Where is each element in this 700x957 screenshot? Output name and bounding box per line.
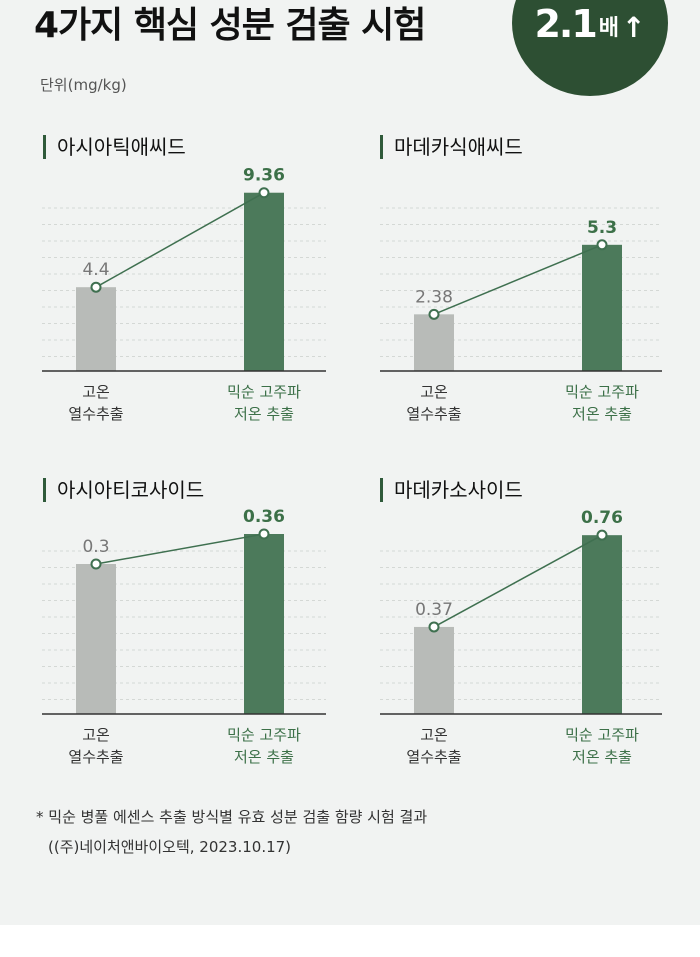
page-title: 4가지 핵심 성분 검출 시험 — [34, 5, 426, 46]
unit-label: 단위(mg/kg) — [40, 76, 127, 94]
bar-high-frequency-extraction — [582, 535, 622, 714]
data-label: 9.36 — [243, 166, 285, 186]
data-point — [258, 528, 270, 540]
bar-hot-water-extraction — [76, 564, 116, 714]
chart-title-asiaticoside: 아시아티코사이드 — [43, 478, 204, 502]
bar-hot-water-extraction — [76, 287, 116, 371]
category-label: 저온 추출 — [572, 405, 632, 423]
data-label: 4.4 — [82, 260, 109, 280]
data-point — [90, 558, 102, 570]
trend-line — [95, 533, 265, 565]
category-label: 열수추출 — [406, 405, 461, 423]
category-label: 고온 — [420, 726, 448, 744]
up-arrow-icon: ↑ — [622, 11, 646, 44]
footnote-line-1: * 믹순 병풀 에센스 추출 방식별 유효 성분 검출 함량 시험 결과 — [36, 808, 428, 826]
background-panel — [0, 0, 700, 925]
trend-line — [95, 192, 265, 288]
data-point — [258, 187, 270, 199]
data-label: 0.37 — [415, 600, 453, 620]
chart-title-asiatic-acid: 아시아틱애씨드 — [43, 135, 186, 159]
chart-title-madecassoside: 마데카소사이드 — [380, 478, 523, 502]
data-point — [596, 239, 608, 251]
category-label: 저온 추출 — [234, 405, 294, 423]
data-label: 0.36 — [243, 507, 285, 527]
category-label: 고온 — [82, 726, 110, 744]
category-label: 저온 추출 — [572, 748, 632, 766]
bar-high-frequency-extraction — [582, 244, 622, 371]
category-label: 믹순 고주파 — [565, 383, 639, 401]
badge-unit: 배 — [598, 16, 620, 41]
category-label: 열수추출 — [406, 748, 461, 766]
bar-high-frequency-extraction — [244, 534, 284, 714]
data-label: 5.3 — [587, 218, 617, 238]
data-label: 0.3 — [82, 537, 109, 557]
category-label: 열수추출 — [68, 405, 123, 423]
bar-high-frequency-extraction — [244, 192, 284, 371]
data-label: 0.76 — [581, 508, 623, 528]
chart-title-madecassic-acid: 마데카식애씨드 — [380, 135, 523, 159]
category-label: 고온 — [420, 383, 448, 401]
trend-line — [433, 534, 603, 628]
data-point — [596, 529, 608, 541]
category-label: 믹순 고주파 — [565, 726, 639, 744]
category-label: 믹순 고주파 — [227, 726, 301, 744]
category-label: 고온 — [82, 383, 110, 401]
data-point — [428, 621, 440, 633]
data-label: 2.38 — [415, 287, 453, 307]
data-point — [428, 308, 440, 320]
bar-hot-water-extraction — [414, 314, 454, 371]
data-point — [90, 281, 102, 293]
category-label: 믹순 고주파 — [227, 383, 301, 401]
bar-hot-water-extraction — [414, 626, 454, 714]
category-label: 열수추출 — [68, 748, 123, 766]
category-label: 저온 추출 — [234, 748, 294, 766]
trend-line — [433, 244, 603, 316]
footnote-line-2: ((주)네이처앤바이오텍, 2023.10.17) — [48, 838, 292, 856]
badge-number: 2.1 — [534, 2, 597, 46]
